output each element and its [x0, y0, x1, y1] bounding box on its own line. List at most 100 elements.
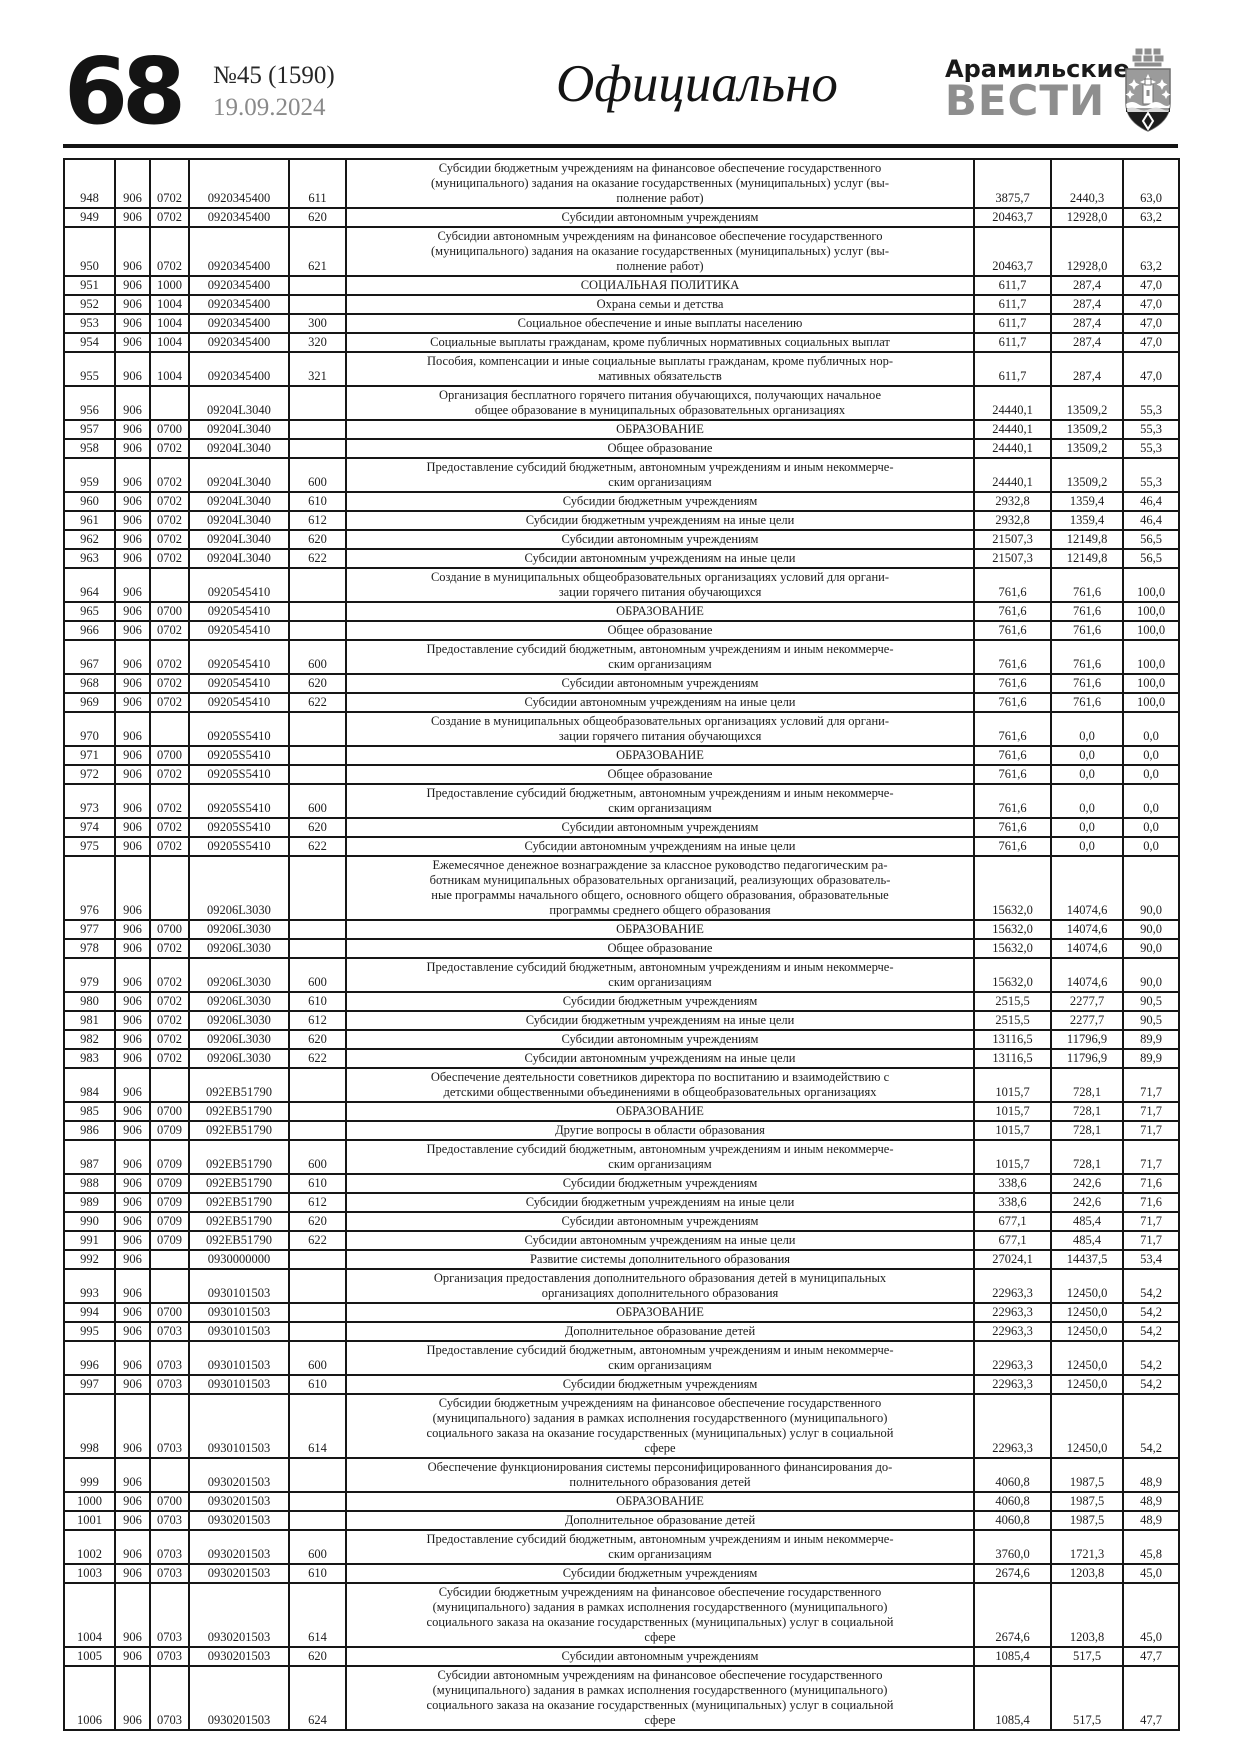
approved-amount-cell: 21507,3 — [973, 548, 1052, 569]
page-number: 68 — [64, 38, 186, 145]
description-cell: ОБРАЗОВАНИЕ — [345, 745, 975, 766]
grbs-code-cell: 906 — [114, 764, 151, 785]
executed-amount-cell: 761,6 — [1050, 673, 1124, 694]
target-article-cell: 09206L3030 — [188, 1029, 290, 1050]
row-number-cell: 973 — [63, 783, 116, 819]
section-code-cell: 0700 — [149, 919, 190, 940]
target-article-cell: 0920345400 — [188, 351, 290, 387]
row-number-cell: 967 — [63, 639, 116, 675]
expense-type-cell: 320 — [288, 332, 347, 353]
description-cell: Субсидии автономным учреждениям — [345, 1646, 975, 1667]
description-cell: Общее образование — [345, 620, 975, 641]
section-code-cell: 0709 — [149, 1139, 190, 1175]
grbs-code-cell: 906 — [114, 1646, 151, 1667]
description-cell: Общее образование — [345, 438, 975, 459]
description-cell: Дополнительное образование детей — [345, 1321, 975, 1342]
grbs-code-cell: 906 — [114, 1249, 151, 1270]
expense-type-cell — [288, 745, 347, 766]
description-cell: Создание в муниципальных общеобразовател… — [345, 567, 975, 603]
target-article-cell: 09205S5410 — [188, 745, 290, 766]
table-row: 966 906 0702 0920545410 Общее образование 761… — [63, 620, 1180, 641]
percent-cell: 56,5 — [1122, 529, 1180, 550]
description-cell: Организация предоставления дополнительно… — [345, 1268, 975, 1304]
expense-type-cell — [288, 855, 347, 921]
grbs-code-cell: 906 — [114, 1101, 151, 1122]
percent-cell: 89,9 — [1122, 1048, 1180, 1069]
row-number-cell: 1002 — [63, 1529, 116, 1565]
description-cell: Субсидии бюджетным учреждениям — [345, 1374, 975, 1395]
expense-type-cell: 600 — [288, 957, 347, 993]
table-row: 965 906 0700 0920545410 ОБРАЗОВАНИЕ 761,6 761,… — [63, 601, 1180, 622]
expense-type-cell — [288, 1321, 347, 1342]
description-cell: Общее образование — [345, 764, 975, 785]
table-row: 969 906 0702 0920545410 622 Субсидии автономн… — [63, 692, 1180, 713]
grbs-code-cell: 906 — [114, 1067, 151, 1103]
approved-amount-cell: 20463,7 — [973, 226, 1052, 277]
expense-type-cell — [288, 711, 347, 747]
table-row: 977 906 0700 09206L3030 ОБРАЗОВАНИЕ 15632,0 14… — [63, 919, 1180, 940]
percent-cell: 90,0 — [1122, 919, 1180, 940]
expense-type-cell: 610 — [288, 1374, 347, 1395]
section-code-cell: 0703 — [149, 1393, 190, 1459]
executed-amount-cell: 0,0 — [1050, 783, 1124, 819]
grbs-code-cell: 906 — [114, 1491, 151, 1512]
grbs-code-cell: 906 — [114, 1029, 151, 1050]
grbs-code-cell: 906 — [114, 332, 151, 353]
row-number-cell: 999 — [63, 1457, 116, 1493]
percent-cell: 90,5 — [1122, 991, 1180, 1012]
expense-type-cell: 620 — [288, 529, 347, 550]
table-row: 990 906 0709 092EB51790 620 Субсидии автономн… — [63, 1211, 1180, 1232]
percent-cell: 54,2 — [1122, 1302, 1180, 1323]
section-code-cell: 0703 — [149, 1646, 190, 1667]
approved-amount-cell: 4060,8 — [973, 1457, 1052, 1493]
expense-type-cell: 614 — [288, 1582, 347, 1648]
target-article-cell: 0920545410 — [188, 620, 290, 641]
table-row: 1005 906 0703 0930201503 620 Субсидии автоном… — [63, 1646, 1180, 1667]
table-row: 963 906 0702 09204L3040 622 Субсидии автономн… — [63, 548, 1180, 569]
expense-type-cell — [288, 1249, 347, 1270]
grbs-code-cell: 906 — [114, 1230, 151, 1251]
executed-amount-cell: 517,5 — [1050, 1646, 1124, 1667]
description-cell: Предоставление субсидий бюджетным, автон… — [345, 783, 975, 819]
percent-cell: 90,0 — [1122, 938, 1180, 959]
target-article-cell: 0920545410 — [188, 567, 290, 603]
description-cell: Субсидии автономным учреждениям — [345, 1211, 975, 1232]
executed-amount-cell: 14074,6 — [1050, 938, 1124, 959]
expense-type-cell — [288, 601, 347, 622]
description-cell: Субсидии автономным учреждениям — [345, 817, 975, 838]
grbs-code-cell: 906 — [114, 1340, 151, 1376]
target-article-cell: 09206L3030 — [188, 991, 290, 1012]
grbs-code-cell: 906 — [114, 1302, 151, 1323]
section-code-cell: 1004 — [149, 294, 190, 315]
table-row: 997 906 0703 0930101503 610 Субсидии бюджетны… — [63, 1374, 1180, 1395]
grbs-code-cell: 906 — [114, 226, 151, 277]
executed-amount-cell: 287,4 — [1050, 275, 1124, 296]
expense-type-cell: 622 — [288, 548, 347, 569]
percent-cell: 55,3 — [1122, 385, 1180, 421]
section-title: Официально — [556, 55, 838, 113]
grbs-code-cell: 906 — [114, 1563, 151, 1584]
expense-type-cell — [288, 385, 347, 421]
description-cell: Субсидии автономным учреждениям — [345, 207, 975, 228]
percent-cell: 100,0 — [1122, 639, 1180, 675]
expense-type-cell — [288, 419, 347, 440]
percent-cell: 0,0 — [1122, 764, 1180, 785]
expense-type-cell: 600 — [288, 1139, 347, 1175]
section-code-cell: 0702 — [149, 836, 190, 857]
target-article-cell: 09204L3040 — [188, 491, 290, 512]
target-article-cell: 09205S5410 — [188, 836, 290, 857]
section-code-cell: 0702 — [149, 1029, 190, 1050]
row-number-cell: 965 — [63, 601, 116, 622]
section-code-cell: 0703 — [149, 1374, 190, 1395]
grbs-code-cell: 906 — [114, 1374, 151, 1395]
table-row: 952 906 1004 0920345400 Охрана семьи и детст… — [63, 294, 1180, 315]
percent-cell: 55,3 — [1122, 438, 1180, 459]
section-code-cell: 0702 — [149, 491, 190, 512]
approved-amount-cell: 22963,3 — [973, 1268, 1052, 1304]
row-number-cell: 993 — [63, 1268, 116, 1304]
masthead-name-bottom: ВЕСТИ — [944, 76, 1106, 125]
section-code-cell — [149, 1249, 190, 1270]
percent-cell: 56,5 — [1122, 548, 1180, 569]
expense-type-cell — [288, 1302, 347, 1323]
approved-amount-cell: 761,6 — [973, 673, 1052, 694]
